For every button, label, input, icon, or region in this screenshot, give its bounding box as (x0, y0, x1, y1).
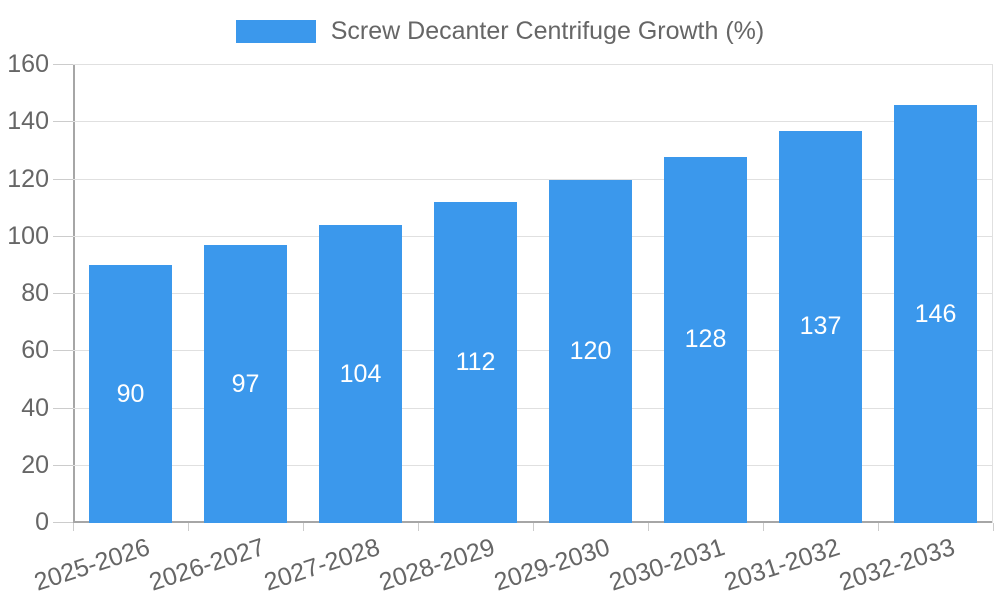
gridline-horizontal (73, 121, 993, 123)
bar-value-label: 146 (914, 299, 957, 328)
x-axis-label: 2032-2033 (835, 533, 959, 597)
bar-value-label: 97 (231, 369, 260, 398)
bar-2028-2029: 112 (434, 202, 517, 523)
y-axis-label: 120 (7, 164, 49, 193)
x-axis-label: 2031-2032 (720, 533, 844, 597)
x-axis-tick (418, 523, 419, 531)
x-axis-label: 2028-2029 (375, 533, 499, 597)
bar-value-label: 137 (799, 312, 842, 341)
bar-value-label: 120 (569, 336, 612, 365)
x-axis-label: 2030-2031 (605, 533, 729, 597)
bar-2031-2032: 137 (779, 130, 862, 523)
gridline-vertical (992, 65, 993, 523)
legend[interactable]: Screw Decanter Centrifuge Growth (%) (0, 16, 1000, 46)
y-axis-label: 140 (7, 107, 49, 136)
y-axis-label: 160 (7, 50, 49, 78)
bar-value-label: 112 (455, 348, 496, 377)
gridline-horizontal (73, 178, 993, 180)
x-axis-tick (73, 523, 74, 531)
y-axis-tick (53, 235, 73, 237)
x-axis-label: 2029-2030 (490, 533, 614, 597)
y-axis-tick (53, 522, 73, 523)
x-axis-tick (763, 523, 764, 531)
bar-2030-2031: 128 (664, 156, 747, 523)
y-axis-tick (53, 350, 73, 352)
y-axis-label: 60 (21, 336, 49, 365)
x-axis-tick (648, 523, 649, 531)
bar-2025-2026: 90 (89, 265, 172, 523)
bar-2027-2028: 104 (319, 225, 402, 523)
plot-area (73, 65, 993, 523)
bar-2026-2027: 97 (204, 245, 287, 523)
bar-2029-2030: 120 (549, 179, 632, 523)
gridline-horizontal (73, 235, 993, 237)
y-axis-label: 80 (21, 279, 49, 307)
x-axis-tick (993, 523, 994, 531)
gridline-horizontal (73, 64, 993, 65)
y-axis-label: 20 (21, 450, 49, 479)
x-axis-tick (878, 523, 879, 531)
y-axis-tick (53, 178, 73, 180)
bar-value-label: 104 (339, 359, 382, 388)
y-axis-tick (53, 407, 73, 409)
x-axis-tick (303, 523, 304, 531)
x-axis-label: 2025-2026 (30, 533, 154, 597)
bar-2032-2033: 146 (894, 105, 977, 523)
x-axis-label: 2027-2028 (260, 533, 384, 597)
x-axis-label: 2026-2027 (145, 533, 269, 597)
gridline-horizontal (73, 407, 993, 409)
y-axis-label: 100 (7, 221, 49, 250)
y-axis-tick (53, 293, 73, 294)
bar-value-label: 90 (116, 379, 145, 408)
gridline-horizontal (73, 464, 993, 466)
y-axis-label: 40 (21, 393, 49, 422)
y-axis-tick (53, 464, 73, 466)
y-axis-tick (53, 121, 73, 123)
gridline-horizontal (73, 350, 993, 352)
x-axis-tick (188, 523, 189, 531)
x-axis-tick (533, 523, 534, 531)
y-axis-label: 0 (35, 508, 49, 536)
bar-value-label: 128 (684, 325, 727, 354)
y-axis-tick (53, 64, 73, 65)
gridline-horizontal (73, 293, 993, 294)
legend-swatch (235, 19, 316, 43)
legend-label: Screw Decanter Centrifuge Growth (%) (330, 16, 765, 45)
